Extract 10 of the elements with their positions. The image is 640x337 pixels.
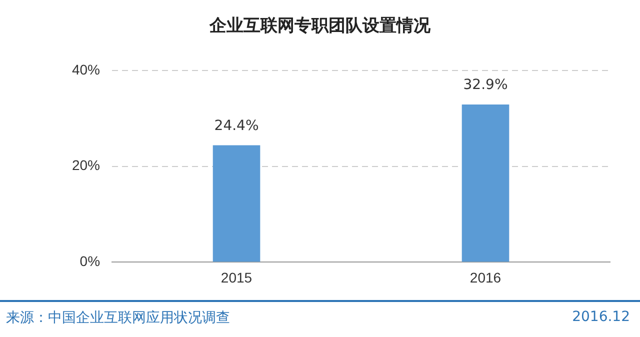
- y-tick-label: 40%: [72, 61, 100, 78]
- chart-title: 企业互联网专职团队设置情况: [208, 15, 432, 37]
- x-tick-label: 2016: [470, 269, 502, 286]
- data-label: 24.4%: [214, 118, 259, 134]
- y-tick-label: 0%: [80, 253, 100, 270]
- y-tick-label: 20%: [72, 157, 100, 174]
- x-tick-label: 2015: [220, 269, 252, 286]
- data-label: 32.9%: [463, 77, 508, 94]
- text: 2016.12: [572, 309, 630, 325]
- source-note: 来源：中国企业互联网应用状况调查: [6, 309, 230, 327]
